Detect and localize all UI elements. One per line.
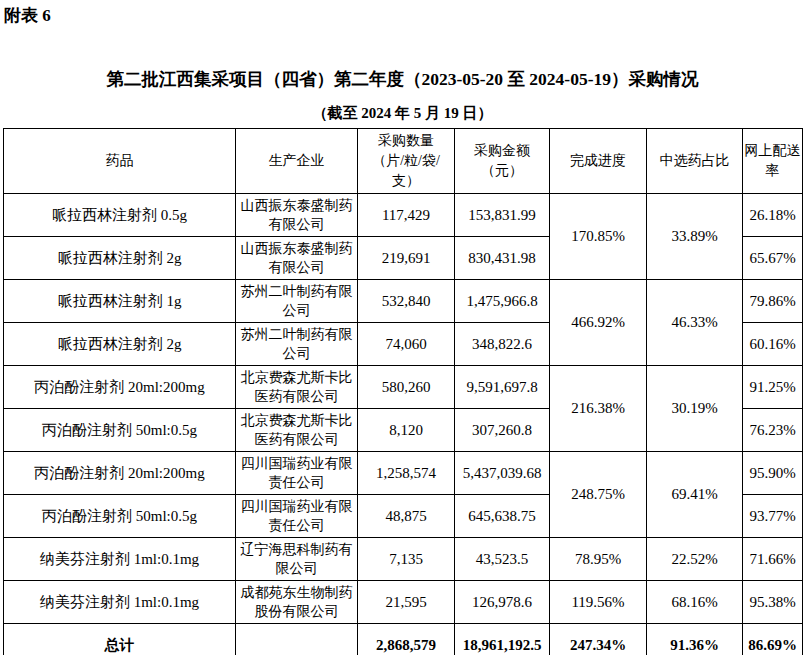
col-header-amount: 采购金额 （元） [455, 129, 550, 194]
table-row: 纳美芬注射剂 1ml:0.1mg 成都苑东生物制药股份有限公司 21,595 1… [4, 581, 803, 624]
progress-cell: 170.85% [550, 194, 647, 280]
selected-ratio-cell: 69.41% [647, 452, 743, 538]
delivery-rate-cell: 76.23% [743, 409, 803, 452]
col-header-quantity: 采购数量 （片/粒/袋/ 支） [358, 129, 455, 194]
progress-cell: 216.38% [550, 366, 647, 452]
manufacturer-cell: 苏州二叶制药有限公司 [236, 280, 358, 323]
progress-cell: 466.92% [550, 280, 647, 366]
delivery-rate-cell: 91.25% [743, 366, 803, 409]
drug-cell: 丙泊酚注射剂 50ml:0.5g [4, 495, 236, 538]
table-row: 丙泊酚注射剂 20ml:200mg 四川国瑞药业有限责任公司 1,258,574… [4, 452, 803, 495]
manufacturer-cell: 北京费森尤斯卡比医药有限公司 [236, 409, 358, 452]
col-header-progress: 完成进度 [550, 129, 647, 194]
amount-cell: 348,822.6 [455, 323, 550, 366]
page-subtitle: （截至 2024 年 5 月 19 日） [0, 103, 805, 123]
total-delivery-rate-cell: 86.69% [743, 624, 803, 655]
drug-cell: 哌拉西林注射剂 1g [4, 280, 236, 323]
delivery-rate-cell: 60.16% [743, 323, 803, 366]
quantity-cell: 1,258,574 [358, 452, 455, 495]
quantity-cell: 7,135 [358, 538, 455, 581]
quantity-cell: 532,840 [358, 280, 455, 323]
drug-cell: 丙泊酚注射剂 50ml:0.5g [4, 409, 236, 452]
amount-cell: 9,591,697.8 [455, 366, 550, 409]
amount-cell: 1,475,966.8 [455, 280, 550, 323]
amount-cell: 5,437,039.68 [455, 452, 550, 495]
document-page: 附表 6 第二批江西集采项目（四省）第二年度（2023-05-20 至 2024… [0, 5, 805, 655]
drug-cell: 哌拉西林注射剂 2g [4, 323, 236, 366]
quantity-cell: 48,875 [358, 495, 455, 538]
procurement-table: 药品 生产企业 采购数量 （片/粒/袋/ 支） 采购金额 （元） 完成进度 中选… [3, 128, 803, 655]
delivery-rate-cell: 71.66% [743, 538, 803, 581]
col-header-delivery-rate: 网上配送 率 [743, 129, 803, 194]
quantity-cell: 8,120 [358, 409, 455, 452]
amount-cell: 645,638.75 [455, 495, 550, 538]
manufacturer-cell: 成都苑东生物制药股份有限公司 [236, 581, 358, 624]
manufacturer-cell: 山西振东泰盛制药有限公司 [236, 237, 358, 280]
amount-cell: 153,831.99 [455, 194, 550, 237]
total-quantity-cell: 2,868,579 [358, 624, 455, 655]
progress-cell: 248.75% [550, 452, 647, 538]
col-header-drug: 药品 [4, 129, 236, 194]
page-title: 第二批江西集采项目（四省）第二年度（2023-05-20 至 2024-05-1… [0, 67, 805, 91]
amount-cell: 830,431.98 [455, 237, 550, 280]
drug-cell: 纳美芬注射剂 1ml:0.1mg [4, 538, 236, 581]
amount-cell: 126,978.6 [455, 581, 550, 624]
total-amount-cell: 18,961,192.5 [455, 624, 550, 655]
table-row: 丙泊酚注射剂 20ml:200mg 北京费森尤斯卡比医药有限公司 580,260… [4, 366, 803, 409]
manufacturer-cell: 辽宁海思科制药有限公司 [236, 538, 358, 581]
selected-ratio-cell: 30.19% [647, 366, 743, 452]
total-manufacturer-cell [236, 624, 358, 655]
total-selected-ratio-cell: 91.36% [647, 624, 743, 655]
selected-ratio-cell: 22.52% [647, 538, 743, 581]
appendix-label: 附表 6 [4, 5, 805, 27]
delivery-rate-cell: 26.18% [743, 194, 803, 237]
delivery-rate-cell: 65.67% [743, 237, 803, 280]
drug-cell: 丙泊酚注射剂 20ml:200mg [4, 366, 236, 409]
quantity-cell: 117,429 [358, 194, 455, 237]
delivery-rate-cell: 79.86% [743, 280, 803, 323]
total-row: 总计 2,868,579 18,961,192.5 247.34% 91.36%… [4, 624, 803, 655]
manufacturer-cell: 北京费森尤斯卡比医药有限公司 [236, 366, 358, 409]
manufacturer-cell: 四川国瑞药业有限责任公司 [236, 452, 358, 495]
manufacturer-cell: 四川国瑞药业有限责任公司 [236, 495, 358, 538]
quantity-cell: 219,691 [358, 237, 455, 280]
delivery-rate-cell: 93.77% [743, 495, 803, 538]
manufacturer-cell: 山西振东泰盛制药有限公司 [236, 194, 358, 237]
drug-cell: 丙泊酚注射剂 20ml:200mg [4, 452, 236, 495]
drug-cell: 哌拉西林注射剂 0.5g [4, 194, 236, 237]
quantity-cell: 74,060 [358, 323, 455, 366]
col-header-manufacturer: 生产企业 [236, 129, 358, 194]
progress-cell: 119.56% [550, 581, 647, 624]
table-row: 哌拉西林注射剂 0.5g 山西振东泰盛制药有限公司 117,429 153,83… [4, 194, 803, 237]
selected-ratio-cell: 68.16% [647, 581, 743, 624]
manufacturer-cell: 苏州二叶制药有限公司 [236, 323, 358, 366]
amount-cell: 307,260.8 [455, 409, 550, 452]
delivery-rate-cell: 95.90% [743, 452, 803, 495]
quantity-cell: 21,595 [358, 581, 455, 624]
drug-cell: 哌拉西林注射剂 2g [4, 237, 236, 280]
progress-cell: 78.95% [550, 538, 647, 581]
total-progress-cell: 247.34% [550, 624, 647, 655]
header-row: 药品 生产企业 采购数量 （片/粒/袋/ 支） 采购金额 （元） 完成进度 中选… [4, 129, 803, 194]
quantity-cell: 580,260 [358, 366, 455, 409]
table-row: 纳美芬注射剂 1ml:0.1mg 辽宁海思科制药有限公司 7,135 43,52… [4, 538, 803, 581]
delivery-rate-cell: 95.38% [743, 581, 803, 624]
col-header-selected-ratio: 中选药占比 [647, 129, 743, 194]
selected-ratio-cell: 33.89% [647, 194, 743, 280]
drug-cell: 纳美芬注射剂 1ml:0.1mg [4, 581, 236, 624]
table-row: 哌拉西林注射剂 1g 苏州二叶制药有限公司 532,840 1,475,966.… [4, 280, 803, 323]
amount-cell: 43,523.5 [455, 538, 550, 581]
selected-ratio-cell: 46.33% [647, 280, 743, 366]
total-label: 总计 [4, 624, 236, 655]
